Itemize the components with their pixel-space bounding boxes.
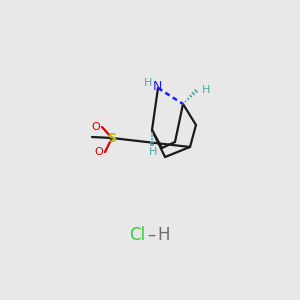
Text: H: H bbox=[149, 147, 157, 157]
Text: O: O bbox=[92, 122, 100, 132]
Text: S: S bbox=[107, 131, 116, 145]
Text: Cl: Cl bbox=[129, 226, 145, 244]
Text: –: – bbox=[147, 226, 155, 244]
Text: H: H bbox=[157, 226, 169, 244]
Text: H: H bbox=[202, 85, 210, 95]
Text: O: O bbox=[94, 147, 103, 157]
Text: N: N bbox=[152, 80, 162, 94]
Text: H: H bbox=[144, 78, 152, 88]
